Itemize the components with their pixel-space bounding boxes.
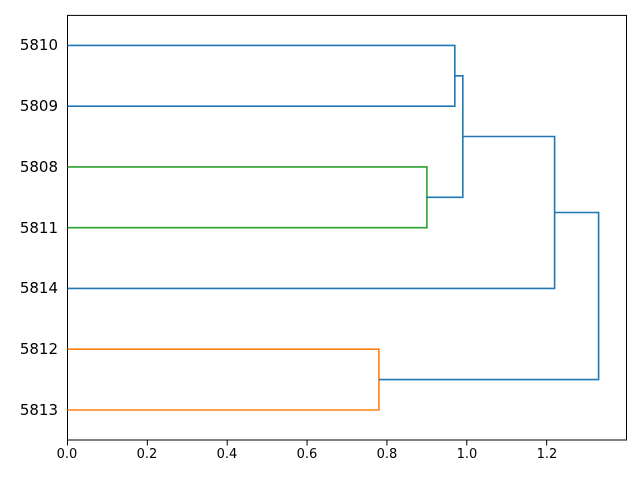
x-axis-ticks	[67, 440, 548, 446]
dendrogram-links	[67, 44, 600, 411]
x-tick-label: 0.0	[56, 447, 78, 462]
dendrogram-link	[426, 75, 464, 199]
leaf-label: 5811	[19, 219, 58, 237]
dendrogram-link	[67, 166, 428, 229]
x-tick-label: 0.6	[296, 447, 318, 462]
leaf-label: 5812	[19, 340, 58, 358]
leaf-label: 5813	[19, 401, 58, 419]
x-tick-label: 0.4	[216, 447, 238, 462]
x-tick-label: 0.8	[376, 447, 398, 462]
leaf-label: 5814	[19, 279, 58, 297]
dendrogram-link	[378, 211, 600, 381]
x-tick-label: 1.0	[456, 447, 478, 462]
leaf-label: 5808	[19, 158, 58, 176]
x-tick-label: 0.2	[136, 447, 158, 462]
x-tick-label: 1.2	[536, 447, 558, 462]
dendrogram-link	[67, 44, 456, 107]
dendrogram-link	[67, 135, 556, 290]
leaf-label: 5809	[19, 97, 58, 115]
dendrogram-link	[67, 348, 380, 411]
leaf-label: 5810	[19, 36, 58, 54]
